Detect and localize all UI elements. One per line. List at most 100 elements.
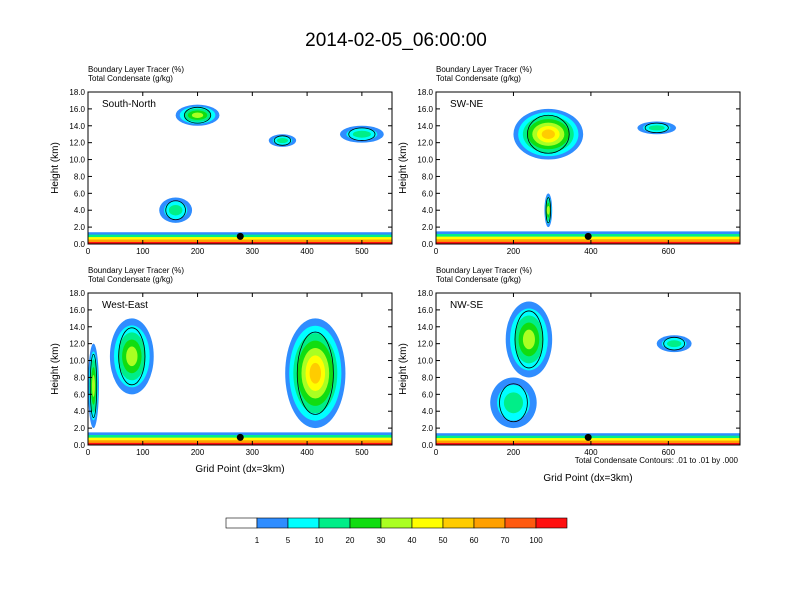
surface-band	[436, 440, 740, 445]
plot-frame	[87, 91, 393, 245]
x-tick-label: 200	[507, 448, 521, 457]
cloud-contour	[126, 346, 138, 367]
legend-line: Boundary Layer Tracer (%)	[436, 266, 532, 275]
condensate-contour	[296, 331, 334, 415]
colorbar-label: 70	[501, 536, 510, 545]
y-tick-label: 4.0	[74, 206, 86, 215]
legend-line: Boundary Layer Tracer (%)	[88, 65, 184, 74]
y-tick-label: 14.0	[69, 122, 85, 131]
location-marker	[236, 433, 244, 441]
y-tick-label: 6.0	[74, 390, 86, 399]
x-tick-label: 0	[86, 448, 91, 457]
surface-band	[88, 241, 392, 244]
surface-band	[436, 239, 740, 244]
y-tick-label: 6.0	[422, 390, 434, 399]
colorbar-label: 30	[377, 536, 386, 545]
x-tick-label: 300	[246, 247, 260, 256]
y-tick-label: 10.0	[417, 357, 433, 366]
colorbar-swatch	[380, 517, 413, 529]
cloud-contour	[91, 374, 95, 397]
legend-line: Total Condensate (g/kg)	[436, 74, 521, 83]
legend-line: Boundary Layer Tracer (%)	[436, 65, 532, 74]
y-tick-label: 10.0	[69, 357, 85, 366]
condensate-contour	[118, 327, 146, 386]
colorbar-swatch	[442, 517, 475, 529]
condensate-contour	[644, 122, 669, 134]
cloud-contour	[309, 362, 322, 384]
x-tick-label: 400	[584, 247, 598, 256]
panel-label: NW-SE	[450, 300, 483, 311]
y-tick-label: 2.0	[422, 223, 434, 232]
y-tick-label: 14.0	[417, 323, 433, 332]
panel-nw-se: Boundary Layer Tracer (%)Total Condensat…	[398, 266, 741, 484]
surface-band	[88, 442, 392, 445]
colorbar-swatch	[318, 517, 351, 529]
y-tick-label: 6.0	[74, 189, 86, 198]
condensate-contour	[184, 106, 212, 124]
y-tick-label: 4.0	[422, 206, 434, 215]
x-tick-label: 400	[300, 448, 314, 457]
y-tick-label: 8.0	[74, 373, 86, 382]
location-marker	[584, 232, 592, 240]
colorbar-label: 100	[529, 536, 543, 545]
x-tick-label: 200	[191, 247, 205, 256]
y-tick-label: 16.0	[69, 105, 85, 114]
data-layer	[88, 318, 392, 445]
colorbar: 1 5 10 20 30 40 50 60 70 100	[225, 517, 568, 545]
condensate-contour	[89, 353, 98, 418]
cloud-contour	[666, 340, 682, 348]
legend-line: Boundary Layer Tracer (%)	[88, 266, 184, 275]
x-tick-label: 100	[136, 247, 150, 256]
colorbar-swatch	[504, 517, 537, 529]
y-tick-label: 8.0	[74, 172, 86, 181]
cloud-contour	[352, 130, 371, 138]
location-marker	[584, 433, 592, 441]
x-tick-label: 400	[300, 247, 314, 256]
y-tick-label: 6.0	[422, 189, 434, 198]
cloud-contour	[522, 329, 535, 350]
colorbar-label: 10	[315, 536, 324, 545]
condensate-contour	[348, 127, 376, 141]
colorbar-swatch	[535, 517, 568, 529]
data-layer	[436, 108, 740, 244]
y-tick-label: 8.0	[422, 172, 434, 181]
y-tick-label: 12.0	[69, 139, 85, 148]
panel-sw-ne: Boundary Layer Tracer (%)Total Condensat…	[398, 65, 741, 256]
plot-frame	[435, 91, 741, 245]
data-layer	[436, 301, 740, 445]
y-axis-title: Height (km)	[398, 343, 409, 395]
y-tick-label: 12.0	[69, 340, 85, 349]
cloud-contour	[503, 392, 524, 414]
surface-band	[88, 440, 392, 445]
y-tick-label: 0.0	[422, 441, 434, 450]
condensate-contour	[165, 200, 186, 221]
legend-line: Total Condensate (g/kg)	[436, 275, 521, 284]
y-tick-label: 4.0	[422, 407, 434, 416]
surface-band	[436, 241, 740, 244]
colorbar-label: 5	[286, 536, 291, 545]
footnote-contours: Total Condensate Contours: .01 to .01 by…	[575, 456, 739, 465]
panel-label: West-East	[102, 300, 148, 311]
colorbar-swatch	[287, 517, 320, 529]
x-tick-label: 500	[355, 448, 369, 457]
x-tick-label: 0	[434, 448, 439, 457]
colorbar-label: 40	[408, 536, 417, 545]
colorbar-swatch	[256, 517, 289, 529]
y-tick-label: 0.0	[74, 441, 86, 450]
legend-line: Total Condensate (g/kg)	[88, 74, 173, 83]
y-tick-label: 2.0	[74, 424, 86, 433]
y-tick-label: 16.0	[69, 306, 85, 315]
y-axis-title: Height (km)	[398, 142, 409, 194]
location-marker	[236, 232, 244, 240]
y-tick-label: 18.0	[69, 289, 85, 298]
x-tick-label: 0	[86, 247, 91, 256]
plot-frame	[435, 292, 741, 446]
y-tick-label: 2.0	[74, 223, 86, 232]
condensate-contour	[663, 336, 686, 351]
x-tick-label: 500	[355, 247, 369, 256]
y-axis-title: Height (km)	[50, 142, 61, 194]
y-tick-label: 0.0	[422, 240, 434, 249]
x-tick-label: 400	[584, 448, 598, 457]
y-tick-label: 10.0	[69, 156, 85, 165]
y-tick-label: 10.0	[417, 156, 433, 165]
